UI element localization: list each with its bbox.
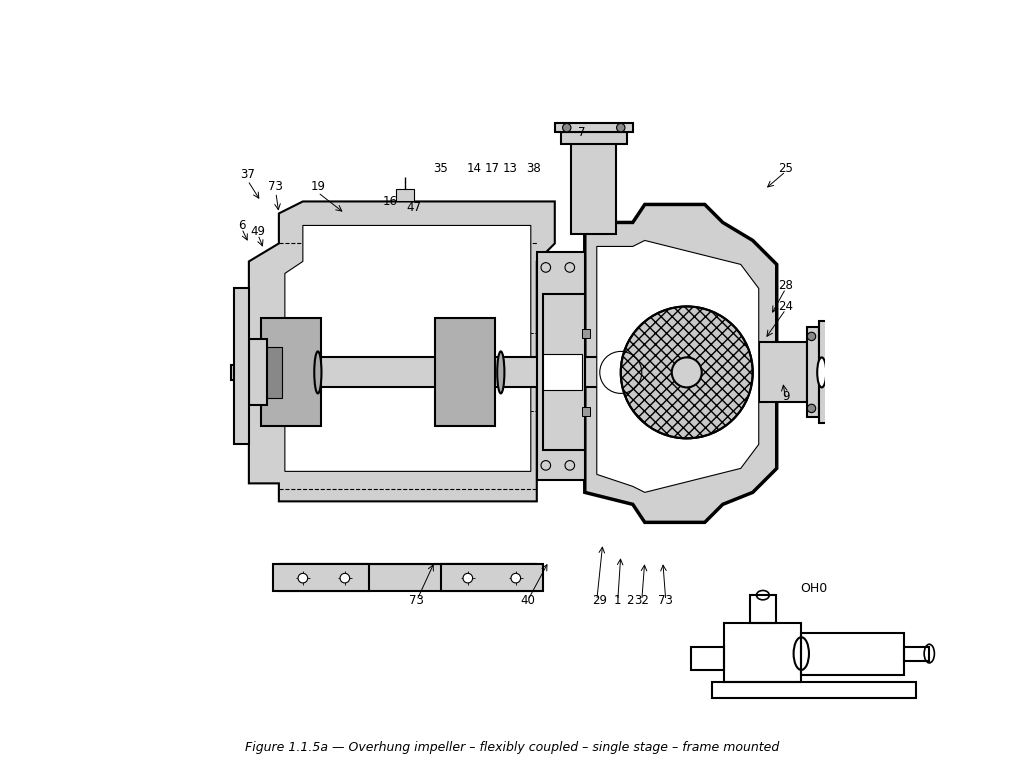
Circle shape <box>298 573 307 583</box>
Ellipse shape <box>314 351 322 393</box>
Text: 9: 9 <box>782 390 790 403</box>
Bar <box>904 647 930 661</box>
Polygon shape <box>597 241 759 492</box>
Text: 22: 22 <box>251 354 265 367</box>
Bar <box>807 327 819 418</box>
Text: 17: 17 <box>484 162 500 175</box>
Polygon shape <box>285 225 530 471</box>
Text: 38: 38 <box>526 162 541 175</box>
Text: 49: 49 <box>251 225 265 238</box>
Text: 25: 25 <box>778 162 794 175</box>
Polygon shape <box>249 202 555 502</box>
Text: OH0: OH0 <box>801 582 827 594</box>
Text: 14: 14 <box>466 162 481 175</box>
Circle shape <box>621 306 753 439</box>
Bar <box>691 647 725 670</box>
Polygon shape <box>585 204 777 523</box>
Bar <box>543 354 582 390</box>
Bar <box>537 252 585 481</box>
Ellipse shape <box>498 351 505 393</box>
Polygon shape <box>233 288 249 444</box>
Bar <box>555 124 633 132</box>
Text: 16: 16 <box>382 195 397 208</box>
Bar <box>396 189 414 202</box>
Text: 13: 13 <box>503 162 517 175</box>
Text: 28: 28 <box>778 279 794 292</box>
Polygon shape <box>272 564 369 591</box>
Bar <box>712 682 916 698</box>
Polygon shape <box>440 564 543 591</box>
Text: 37: 37 <box>241 168 255 181</box>
Circle shape <box>463 573 473 583</box>
Text: 2: 2 <box>626 594 634 607</box>
Circle shape <box>541 263 551 272</box>
Circle shape <box>541 460 551 471</box>
Bar <box>267 347 282 397</box>
Text: 24: 24 <box>778 300 794 313</box>
Text: 73: 73 <box>410 594 424 607</box>
Bar <box>725 623 801 682</box>
Bar <box>279 564 537 591</box>
Bar <box>543 294 585 450</box>
Text: 40: 40 <box>520 594 536 607</box>
Circle shape <box>672 358 701 387</box>
Bar <box>582 407 590 416</box>
Circle shape <box>340 573 349 583</box>
Text: 7: 7 <box>578 126 586 139</box>
Bar <box>750 595 776 623</box>
Bar <box>571 132 616 234</box>
Text: 35: 35 <box>433 162 449 175</box>
Bar <box>261 319 321 426</box>
Bar <box>230 365 267 379</box>
Text: Figure 1.1.5a — Overhung impeller – flexibly coupled – single stage – frame moun: Figure 1.1.5a — Overhung impeller – flex… <box>245 742 779 754</box>
Circle shape <box>511 573 520 583</box>
Circle shape <box>565 263 574 272</box>
Bar <box>819 322 827 424</box>
Circle shape <box>616 124 625 132</box>
Bar <box>249 340 267 405</box>
Text: 18: 18 <box>268 384 284 397</box>
Text: 47: 47 <box>407 201 421 214</box>
Bar <box>759 343 807 403</box>
Circle shape <box>562 124 571 132</box>
Bar <box>561 132 627 144</box>
Text: 32: 32 <box>634 594 649 607</box>
Text: 6: 6 <box>238 219 246 232</box>
Text: 73: 73 <box>268 180 284 193</box>
Bar <box>717 361 746 383</box>
Text: 19: 19 <box>310 180 326 193</box>
Bar <box>582 329 590 338</box>
Bar <box>802 633 904 675</box>
Bar <box>249 358 740 387</box>
Text: 29: 29 <box>592 594 607 607</box>
Circle shape <box>565 460 574 471</box>
Ellipse shape <box>817 358 826 387</box>
Circle shape <box>807 404 816 413</box>
Bar <box>435 319 495 426</box>
Text: 73: 73 <box>658 594 673 607</box>
Text: 69: 69 <box>251 366 265 379</box>
Text: 1: 1 <box>614 594 622 607</box>
Circle shape <box>807 332 816 340</box>
